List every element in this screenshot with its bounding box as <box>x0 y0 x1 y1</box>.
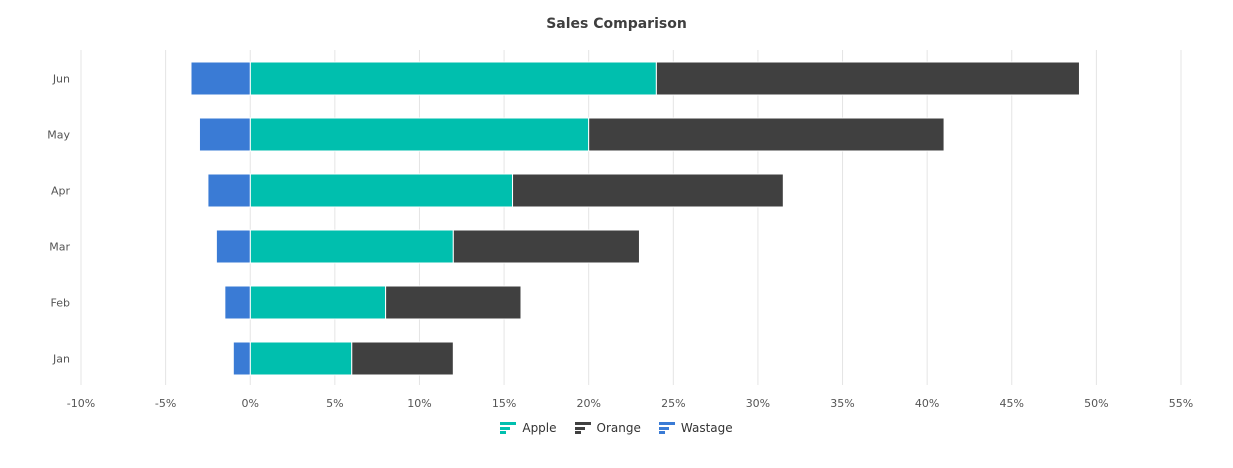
y-tick-label: Jun <box>52 73 70 86</box>
bar-apple-jan[interactable] <box>249 341 353 376</box>
bar-apple-jun[interactable] <box>249 61 657 96</box>
bar-apple-feb[interactable] <box>249 285 387 320</box>
x-tick-label: -5% <box>155 397 176 410</box>
x-tick-label: 40% <box>915 397 939 410</box>
legend-swatch-icon <box>574 422 591 434</box>
legend-swatch-icon <box>500 422 517 434</box>
bar-wastage-jan[interactable] <box>232 341 251 376</box>
y-tick-label: Apr <box>51 185 71 198</box>
bar-apple-apr[interactable] <box>249 173 514 208</box>
x-tick-label: 10% <box>407 397 431 410</box>
y-tick-label: Mar <box>49 241 70 254</box>
legend-item-wastage[interactable]: Wastage <box>658 421 733 435</box>
x-tick-label: 5% <box>326 397 343 410</box>
bar-orange-may[interactable] <box>588 117 945 152</box>
x-tick-label: 20% <box>576 397 600 410</box>
x-tick-label: 50% <box>1084 397 1108 410</box>
grid-layer <box>80 50 1182 385</box>
x-tick-label: 0% <box>242 397 259 410</box>
x-tick-label: 25% <box>661 397 685 410</box>
legend-label: Wastage <box>680 421 733 435</box>
legend-item-apple[interactable]: Apple <box>500 421 557 435</box>
bar-wastage-jun[interactable] <box>190 61 251 96</box>
bars-layer <box>190 61 1080 376</box>
x-tick-label: 35% <box>830 397 854 410</box>
x-tick-label: 15% <box>492 397 516 410</box>
bar-orange-mar[interactable] <box>452 229 640 264</box>
legend-label: Apple <box>522 421 557 435</box>
x-tick-label: 55% <box>1169 397 1193 410</box>
x-tick-labels: -10% -5% 0% 5% 10% 15% 20% 25% 30% 35% 40% 45% 50% 55… <box>67 397 1193 410</box>
y-tick-label: Feb <box>51 297 70 310</box>
bar-apple-may[interactable] <box>249 117 590 152</box>
y-tick-labels: Jan Feb Mar Apr May Jun <box>47 73 70 366</box>
y-tick-label: May <box>47 129 70 142</box>
legend-label: Orange <box>596 421 641 435</box>
x-tick-label: 30% <box>746 397 770 410</box>
bar-wastage-may[interactable] <box>198 117 251 152</box>
bar-wastage-apr[interactable] <box>207 173 251 208</box>
bar-orange-apr[interactable] <box>512 173 784 208</box>
bar-wastage-feb[interactable] <box>224 285 251 320</box>
legend-item-orange[interactable]: Orange <box>574 421 641 435</box>
chart-legend: Apple Orange Wastage <box>0 421 1233 435</box>
chart-title: Sales Comparison <box>546 16 687 32</box>
bar-orange-jan[interactable] <box>351 341 454 376</box>
x-tick-label: 45% <box>1000 397 1024 410</box>
bar-apple-mar[interactable] <box>249 229 454 264</box>
bar-wastage-mar[interactable] <box>215 229 251 264</box>
y-tick-label: Jan <box>52 353 70 366</box>
x-tick-label: -10% <box>67 397 95 410</box>
bar-orange-jun[interactable] <box>655 61 1080 96</box>
bar-orange-feb[interactable] <box>385 285 522 320</box>
legend-swatch-icon <box>658 422 675 434</box>
